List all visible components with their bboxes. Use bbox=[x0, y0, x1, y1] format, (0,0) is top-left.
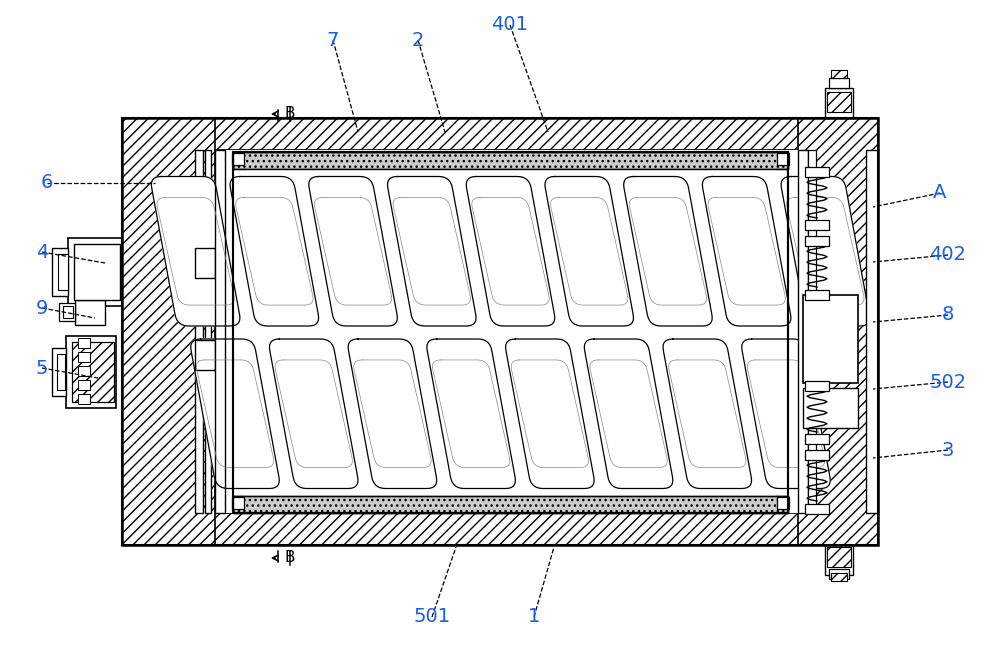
Bar bbox=[75, 300, 105, 325]
Bar bbox=[52, 248, 68, 296]
Bar bbox=[63, 306, 73, 318]
Text: B: B bbox=[285, 550, 295, 565]
Bar bbox=[798, 118, 878, 545]
Text: 8: 8 bbox=[942, 306, 954, 325]
Polygon shape bbox=[427, 339, 515, 489]
Bar bbox=[233, 152, 788, 169]
Bar bbox=[195, 150, 203, 513]
Text: 6: 6 bbox=[41, 173, 53, 192]
Bar bbox=[798, 150, 808, 513]
Polygon shape bbox=[584, 339, 673, 489]
Bar bbox=[122, 118, 878, 545]
Bar bbox=[803, 388, 858, 428]
Bar bbox=[66, 336, 116, 408]
Bar bbox=[233, 496, 788, 513]
Text: 502: 502 bbox=[929, 373, 967, 392]
Polygon shape bbox=[309, 176, 397, 326]
Bar bbox=[777, 497, 789, 509]
Bar bbox=[57, 354, 65, 390]
Bar bbox=[233, 152, 788, 513]
Polygon shape bbox=[466, 176, 555, 326]
Bar bbox=[232, 497, 244, 509]
Polygon shape bbox=[742, 339, 830, 489]
Bar bbox=[78, 366, 90, 376]
Bar bbox=[122, 118, 878, 545]
Bar bbox=[803, 295, 858, 383]
Bar bbox=[233, 152, 788, 169]
Bar bbox=[829, 569, 849, 579]
Bar bbox=[232, 153, 244, 165]
Bar bbox=[122, 118, 215, 545]
Bar bbox=[205, 150, 211, 513]
Bar bbox=[78, 394, 90, 404]
Polygon shape bbox=[624, 176, 712, 326]
Polygon shape bbox=[230, 176, 319, 326]
Bar bbox=[72, 342, 114, 402]
Polygon shape bbox=[151, 176, 240, 326]
Bar bbox=[122, 513, 878, 545]
Bar bbox=[52, 348, 66, 396]
Bar bbox=[805, 450, 829, 460]
Bar bbox=[866, 150, 878, 513]
Bar bbox=[233, 152, 788, 513]
Text: 3: 3 bbox=[942, 440, 954, 459]
Bar bbox=[808, 150, 816, 513]
Text: 7: 7 bbox=[327, 30, 339, 49]
Text: A: A bbox=[933, 184, 947, 203]
Bar bbox=[831, 573, 847, 581]
Bar bbox=[805, 434, 829, 444]
Bar bbox=[805, 236, 829, 246]
Bar bbox=[58, 254, 68, 290]
Bar bbox=[235, 170, 786, 495]
Bar bbox=[827, 547, 851, 567]
Text: 2: 2 bbox=[412, 30, 424, 49]
Bar bbox=[831, 70, 847, 78]
Bar bbox=[122, 118, 878, 150]
Bar bbox=[195, 248, 215, 278]
Bar bbox=[805, 167, 829, 177]
Text: 4: 4 bbox=[36, 243, 48, 262]
Polygon shape bbox=[545, 176, 633, 326]
Bar bbox=[68, 238, 122, 306]
Bar bbox=[825, 545, 853, 575]
Bar bbox=[777, 153, 789, 165]
Text: 402: 402 bbox=[930, 245, 966, 264]
Polygon shape bbox=[702, 176, 791, 326]
Bar bbox=[825, 88, 853, 118]
Polygon shape bbox=[388, 176, 476, 326]
Text: 501: 501 bbox=[413, 607, 451, 626]
Text: 5: 5 bbox=[36, 358, 48, 377]
Bar bbox=[805, 381, 829, 391]
Text: B: B bbox=[285, 106, 295, 121]
Bar bbox=[829, 78, 849, 88]
Text: 9: 9 bbox=[36, 298, 48, 318]
Bar bbox=[74, 244, 120, 300]
Bar bbox=[805, 504, 829, 514]
Polygon shape bbox=[191, 339, 279, 489]
Polygon shape bbox=[348, 339, 437, 489]
Text: 1: 1 bbox=[528, 607, 540, 626]
Bar bbox=[78, 352, 90, 362]
Bar bbox=[78, 380, 90, 390]
Polygon shape bbox=[506, 339, 594, 489]
Bar bbox=[59, 303, 75, 321]
Bar bbox=[233, 496, 788, 513]
Bar bbox=[805, 290, 829, 300]
Polygon shape bbox=[663, 339, 752, 489]
Polygon shape bbox=[781, 176, 870, 326]
Bar bbox=[215, 150, 225, 513]
Bar bbox=[827, 92, 851, 112]
Bar bbox=[805, 220, 829, 230]
Polygon shape bbox=[269, 339, 358, 489]
Bar bbox=[78, 338, 90, 348]
Bar bbox=[195, 340, 215, 370]
Text: 401: 401 bbox=[492, 16, 528, 35]
Bar bbox=[215, 150, 798, 513]
